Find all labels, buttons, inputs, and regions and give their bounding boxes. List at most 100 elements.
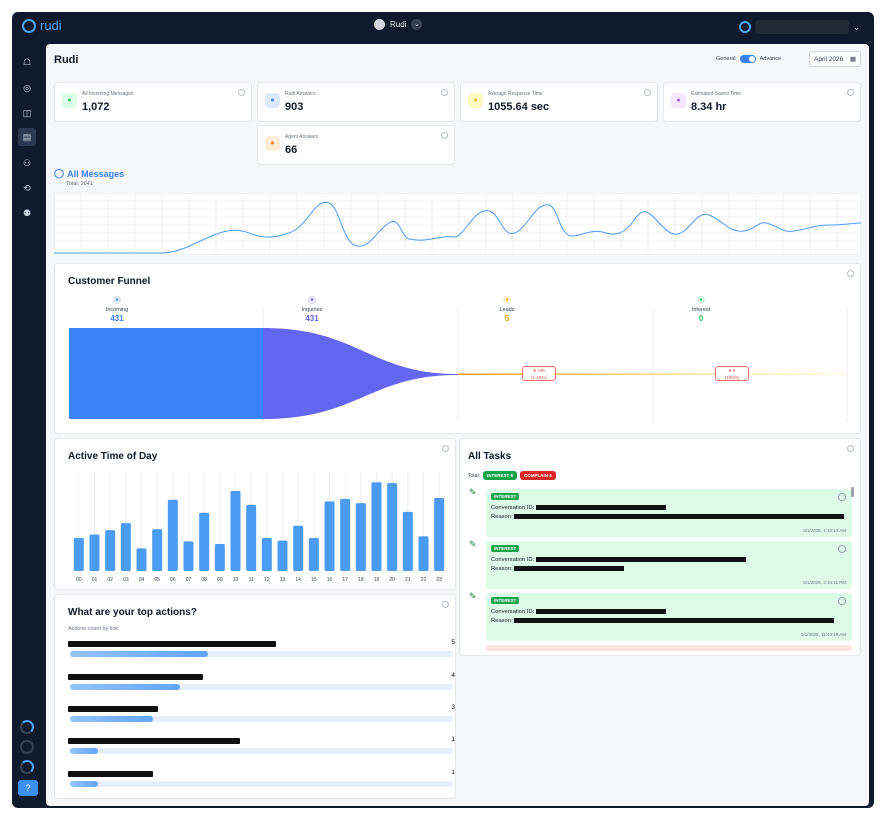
action-progress-track	[70, 684, 453, 690]
bar-hour-05[interactable]	[152, 529, 163, 571]
tick-label: 07	[186, 577, 192, 583]
bar-hour-09[interactable]	[214, 544, 225, 571]
tick-label: 10	[233, 577, 239, 583]
action-progress-fill	[70, 684, 181, 690]
action-row[interactable]: 1	[68, 769, 455, 793]
info-icon[interactable]	[847, 89, 854, 96]
interest-count: 8	[510, 473, 513, 478]
task-item[interactable]: INTEREST Conversation ID: Reason: 5/1/20…	[486, 489, 852, 537]
bar-hour-14[interactable]	[293, 525, 304, 571]
funnel-bar-incoming	[69, 328, 263, 419]
users-icon[interactable]: ⚇	[22, 158, 32, 168]
bar-hour-03[interactable]	[120, 523, 131, 571]
action-progress-track	[70, 651, 453, 657]
action-count: 4	[451, 672, 455, 679]
bar-hour-17[interactable]	[340, 498, 351, 571]
info-icon[interactable]	[644, 89, 651, 96]
task-item[interactable]: INTEREST Conversation ID: Reason: 5/1/20…	[486, 593, 852, 641]
bot-selector[interactable]: Rudi ⌄	[374, 19, 423, 30]
tick-label: 00	[76, 577, 82, 583]
database-icon[interactable]: ◫	[22, 108, 32, 118]
chevron-down-icon: ⌄	[853, 22, 860, 32]
info-icon[interactable]	[847, 445, 854, 452]
tick-label: 03	[123, 577, 129, 583]
help-button[interactable]: ?	[18, 780, 38, 796]
toggle-general-label: General	[716, 56, 736, 62]
funnel-drop-badge: ● +26 (1.16%)	[522, 366, 556, 381]
tick-label: 13	[280, 577, 286, 583]
usage-ring-icon	[20, 760, 34, 774]
bar-hour-13[interactable]	[277, 540, 288, 571]
bar-hour-18[interactable]	[355, 503, 366, 571]
action-row[interactable]: 1	[68, 736, 455, 760]
brand-name: rudi	[40, 18, 62, 33]
action-link-redacted	[68, 641, 276, 647]
chat-icon[interactable]	[838, 597, 846, 605]
interest-filter-pill[interactable]: INTEREST 8	[482, 471, 517, 480]
analytics-icon[interactable]: ▤	[18, 128, 36, 146]
bots-icon[interactable]: ◎	[23, 83, 31, 93]
team-icon[interactable]: ⚉	[22, 208, 32, 218]
bot-icon: ●	[265, 93, 280, 108]
bar-hour-10[interactable]	[230, 491, 241, 571]
tasks-total-label: Total:	[468, 472, 480, 479]
messages-line-chart	[54, 193, 861, 255]
active-time-bar-chart: 00 01 02 03 04 05 06 07 08 09 10 11 12 13 14 15 16 17 18 19…	[73, 471, 445, 583]
month-picker[interactable]: April 2026 ▦	[809, 51, 861, 67]
action-count: 1	[451, 736, 455, 743]
complain-filter-pill[interactable]: COMPLAIN 6	[520, 471, 556, 480]
action-row[interactable]: 3	[68, 704, 455, 728]
chat-icon[interactable]	[838, 493, 846, 501]
chat-icon[interactable]	[838, 545, 846, 553]
stat-label: All Incoming Messages	[82, 91, 134, 97]
bar-hour-11[interactable]	[246, 504, 257, 571]
action-progress-fill	[70, 748, 98, 754]
bar-hour-04[interactable]	[136, 548, 147, 571]
funnel-bar-leads	[458, 373, 847, 375]
bar-hour-20[interactable]	[387, 483, 398, 571]
redacted-text	[535, 505, 666, 510]
notification-bot-icon[interactable]	[739, 21, 752, 33]
bar-hour-22[interactable]	[418, 536, 429, 571]
action-row[interactable]: 4	[68, 672, 455, 696]
user-menu[interactable]: ⌄	[739, 20, 860, 34]
usage-ring-icon	[20, 740, 34, 754]
action-count: 3	[451, 704, 455, 711]
tasks-total: Total: INTEREST 8 COMPLAIN 6	[468, 471, 556, 480]
bar-hour-19[interactable]	[371, 482, 382, 571]
info-icon[interactable]	[441, 132, 448, 139]
info-icon[interactable]	[847, 270, 854, 277]
task-item-complain[interactable]	[486, 645, 852, 651]
integrations-icon[interactable]: ⟲	[23, 183, 31, 193]
bar-hour-07[interactable]	[183, 541, 194, 571]
action-row[interactable]: 5	[68, 639, 455, 663]
view-toggle[interactable]: General Advance	[716, 55, 781, 63]
bar-hour-23[interactable]	[434, 497, 445, 571]
info-icon[interactable]	[442, 445, 449, 452]
all-messages-total: Total: 2041	[66, 181, 93, 187]
bar-hour-21[interactable]	[402, 511, 413, 571]
dashboard-icon[interactable]: ☖	[22, 57, 32, 67]
bar-hour-08[interactable]	[199, 512, 210, 571]
info-icon[interactable]	[238, 89, 245, 96]
bar-hour-01[interactable]	[89, 534, 100, 571]
bar-hour-02[interactable]	[105, 530, 116, 571]
action-link-redacted	[68, 771, 153, 777]
brand-logo[interactable]: rudi	[22, 18, 62, 33]
funnel-stage: ● Inquiries 431	[262, 296, 362, 323]
info-icon[interactable]	[441, 89, 448, 96]
info-icon[interactable]	[442, 601, 449, 608]
bar-hour-00[interactable]	[73, 537, 84, 571]
bar-hour-12[interactable]	[261, 537, 272, 571]
view-toggle-switch[interactable]	[739, 55, 756, 63]
tasks-scrollbar[interactable]	[851, 487, 854, 497]
tick-label: 17	[342, 577, 348, 583]
bar-hour-15[interactable]	[308, 537, 319, 571]
top-actions-card: What are your top actions? Actions count…	[54, 594, 456, 799]
shield-icon: ●	[671, 93, 686, 108]
bar-hour-06[interactable]	[167, 499, 178, 571]
stat-value: 1055.64 sec	[488, 101, 550, 113]
top-actions-subtitle: Actions count by link	[68, 626, 119, 632]
bar-hour-16[interactable]	[324, 501, 335, 571]
task-item[interactable]: INTEREST Conversation ID: Reason: 5/1/20…	[486, 541, 852, 589]
